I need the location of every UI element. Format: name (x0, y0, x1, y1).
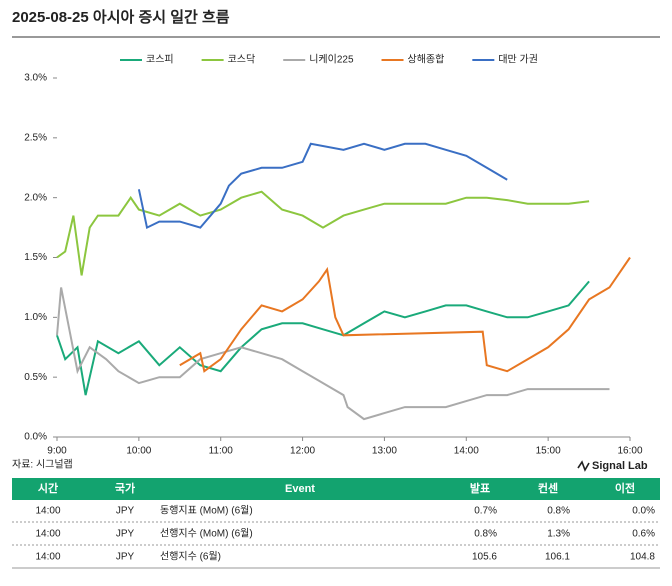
x-tick-label: 10:00 (126, 446, 151, 457)
header-cell: Event (285, 483, 315, 495)
legend-label: 대만 가권 (498, 54, 538, 66)
line (179, 256, 631, 373)
table-cell: 14:00 (35, 529, 60, 540)
header-cell: 이전 (615, 481, 635, 495)
legend-label: 니케이225 (309, 54, 354, 66)
x-tick-label: 16:00 (617, 446, 642, 457)
table-cell: 104.8 (630, 552, 655, 563)
table-cell: 0.6% (632, 529, 655, 540)
table-cell: JPY (116, 552, 135, 563)
x-tick-label: 11:00 (209, 446, 234, 457)
header-cell: 컨센 (538, 481, 558, 495)
legend-label: 상해종합 (408, 53, 445, 66)
legend-label: 코스피 (146, 54, 174, 66)
y-tick-label: 1.5% (24, 252, 47, 263)
table-cell: 0.0% (632, 506, 655, 517)
legend-label: 코스닥 (228, 54, 256, 66)
table-cell: 14:00 (35, 552, 60, 563)
line (56, 287, 610, 421)
table-cell: 106.1 (545, 552, 570, 563)
table-cell: 선행지수 (MoM) (6월) (160, 528, 253, 540)
x-tick-label: 13:00 (372, 446, 397, 457)
header-cell: 시간 (38, 481, 58, 495)
line (56, 280, 590, 396)
table-cell: 동행지표 (MoM) (6월) (160, 505, 253, 517)
table-header (12, 478, 660, 500)
table-cell: 105.6 (472, 552, 497, 563)
y-tick-label: 1.0% (24, 312, 47, 323)
table-cell: 0.8% (474, 529, 497, 540)
y-tick-label: 2.5% (24, 132, 47, 143)
x-tick-label: 12:00 (290, 446, 315, 457)
table-cell: 0.7% (474, 506, 497, 517)
title: 2025-08-25 아시아 증시 일간 흐름 (12, 9, 230, 26)
line (56, 190, 590, 276)
table-cell: JPY (116, 529, 135, 540)
header-cell: 발표 (470, 481, 490, 495)
table-cell: 0.8% (547, 506, 570, 517)
y-tick-label: 2.0% (24, 192, 47, 203)
x-tick-label: 14:00 (454, 446, 479, 457)
logo: Signal Lab (592, 460, 648, 472)
x-tick-label: 15:00 (536, 446, 561, 457)
logo-icon (577, 460, 590, 472)
table-cell: 14:00 (35, 506, 60, 517)
table-cell: 1.3% (547, 529, 570, 540)
table-cell: 선행지수 (6월) (160, 551, 221, 563)
x-tick-label: 9:00 (47, 446, 67, 457)
line (137, 142, 508, 230)
table-cell: JPY (116, 506, 135, 517)
y-tick-label: 0.0% (24, 432, 47, 443)
header-cell: 국가 (115, 481, 135, 495)
y-tick-label: 3.0% (24, 73, 47, 84)
source: 자료: 시그널랩 (12, 459, 73, 471)
y-tick-label: 0.5% (24, 372, 47, 383)
